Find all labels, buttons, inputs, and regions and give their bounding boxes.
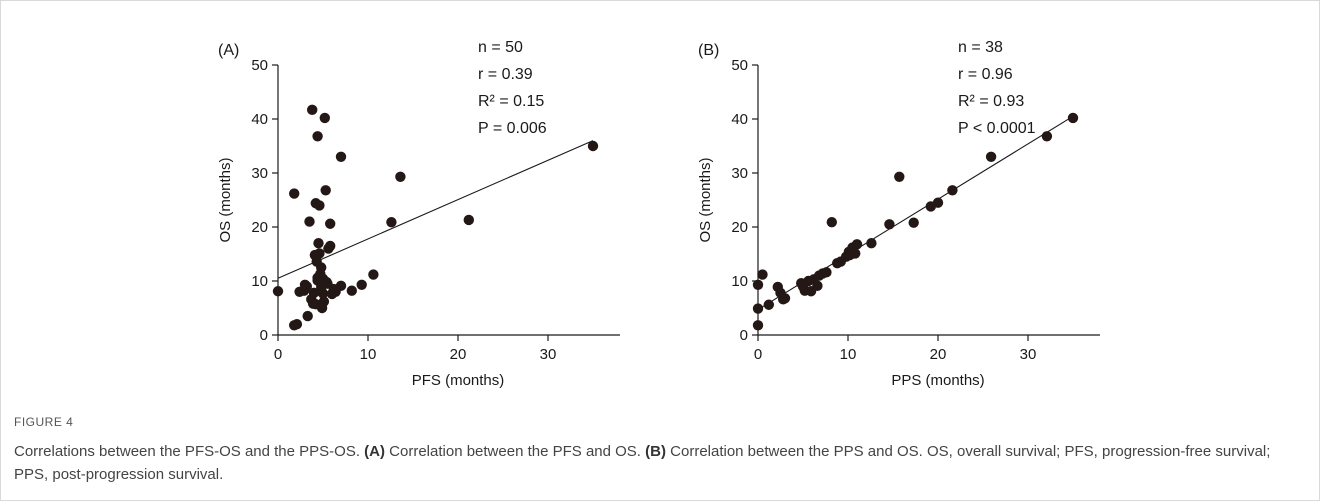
x-tick-label: 0 bbox=[754, 346, 762, 363]
data-point bbox=[763, 299, 774, 310]
stat-line: P = 0.006 bbox=[478, 120, 547, 137]
data-point bbox=[304, 216, 315, 227]
data-point bbox=[947, 185, 958, 196]
data-point bbox=[821, 267, 832, 278]
data-point bbox=[319, 112, 330, 124]
chart-b: 01020304050010203040PPS (months)OS (mont… bbox=[697, 39, 1100, 389]
x-tick-label: 10 bbox=[360, 346, 377, 363]
data-point bbox=[272, 286, 284, 297]
caption-intro: Correlations between the PFS-OS and the … bbox=[14, 443, 365, 460]
chart-a: 01020304050010203040PFS (months)OS (mont… bbox=[217, 39, 620, 389]
data-point bbox=[463, 214, 474, 226]
stat-line: n = 38 bbox=[958, 39, 1003, 56]
data-point bbox=[884, 219, 895, 230]
plot-group: 01020304050010203040PFS (months)OS (mont… bbox=[217, 39, 620, 389]
caption-a-text: Correlation between the PFS and OS. bbox=[385, 443, 646, 460]
data-point bbox=[587, 140, 599, 152]
stat-line: R² = 0.93 bbox=[958, 93, 1024, 110]
stat-line: r = 0.96 bbox=[958, 66, 1013, 83]
data-point bbox=[844, 249, 855, 261]
data-point bbox=[779, 293, 791, 304]
data-point bbox=[318, 296, 330, 307]
data-point bbox=[851, 239, 863, 250]
data-point bbox=[812, 280, 823, 292]
x-tick-label: 20 bbox=[450, 346, 467, 363]
data-point bbox=[368, 269, 379, 280]
data-point bbox=[826, 216, 837, 228]
y-tick-label: 40 bbox=[251, 111, 268, 128]
y-axis-label: OS (months) bbox=[217, 157, 234, 242]
x-tick-label: 0 bbox=[274, 346, 282, 363]
data-point bbox=[312, 131, 323, 142]
regression-line bbox=[277, 140, 594, 279]
y-tick-label: 30 bbox=[251, 165, 268, 182]
data-point bbox=[932, 197, 944, 208]
y-tick-label: 0 bbox=[740, 327, 748, 344]
data-point bbox=[316, 262, 327, 273]
x-tick-label: 10 bbox=[840, 346, 857, 363]
y-tick-label: 40 bbox=[731, 111, 748, 128]
data-point bbox=[1067, 112, 1079, 124]
data-point bbox=[322, 278, 333, 289]
data-point bbox=[985, 151, 997, 162]
data-point bbox=[330, 286, 341, 297]
y-tick-label: 0 bbox=[260, 327, 268, 344]
stat-line: r = 0.39 bbox=[478, 66, 533, 83]
data-point bbox=[325, 218, 336, 229]
figure-label: FIGURE 4 bbox=[14, 415, 74, 429]
y-tick-label: 30 bbox=[731, 165, 748, 182]
data-point bbox=[314, 248, 325, 259]
data-point bbox=[325, 240, 336, 252]
y-tick-label: 50 bbox=[251, 57, 268, 74]
caption-b-text: Correlation between the PPS and OS. OS, … bbox=[14, 443, 1271, 483]
x-tick-label: 20 bbox=[930, 346, 947, 363]
data-point bbox=[356, 279, 367, 290]
y-axis-label: OS (months) bbox=[697, 157, 714, 242]
data-point bbox=[346, 285, 357, 296]
data-point bbox=[797, 281, 809, 292]
y-tick-label: 10 bbox=[251, 273, 268, 290]
stat-line: P < 0.0001 bbox=[958, 120, 1036, 137]
data-point bbox=[908, 217, 919, 228]
x-axis-label: PFS (months) bbox=[412, 372, 505, 389]
y-tick-label: 10 bbox=[731, 273, 748, 290]
data-point bbox=[757, 269, 768, 280]
stat-line: n = 50 bbox=[478, 39, 523, 56]
stat-line: R² = 0.15 bbox=[478, 93, 544, 110]
data-point bbox=[386, 216, 397, 228]
x-axis-label: PPS (months) bbox=[891, 372, 984, 389]
data-point bbox=[320, 185, 331, 196]
data-point bbox=[302, 310, 313, 322]
data-point bbox=[310, 299, 321, 310]
caption-b-tag: (B) bbox=[645, 443, 666, 460]
plot-group: 01020304050010203040PPS (months)OS (mont… bbox=[697, 39, 1100, 389]
data-point bbox=[894, 171, 905, 182]
data-point bbox=[301, 281, 312, 292]
data-point bbox=[752, 303, 764, 314]
data-point bbox=[335, 151, 347, 162]
data-point bbox=[866, 238, 877, 249]
panel-label: (A) bbox=[218, 42, 239, 59]
y-tick-label: 50 bbox=[731, 57, 748, 74]
data-point bbox=[314, 200, 325, 211]
data-point bbox=[752, 279, 764, 290]
y-tick-label: 20 bbox=[251, 219, 268, 236]
data-point bbox=[395, 171, 406, 182]
data-point bbox=[317, 288, 329, 299]
data-point bbox=[308, 287, 320, 299]
data-point bbox=[752, 320, 764, 331]
data-point bbox=[307, 104, 318, 116]
x-tick-label: 30 bbox=[1020, 346, 1037, 363]
figure-caption: Correlations between the PFS-OS and the … bbox=[14, 440, 1304, 486]
y-tick-label: 20 bbox=[731, 219, 748, 236]
data-point bbox=[313, 238, 324, 249]
data-point bbox=[291, 319, 303, 330]
data-point bbox=[1041, 131, 1053, 142]
panel-label: (B) bbox=[698, 42, 719, 59]
x-tick-label: 30 bbox=[540, 346, 557, 363]
caption-a-tag: (A) bbox=[364, 443, 385, 460]
data-point bbox=[312, 275, 323, 286]
data-point bbox=[289, 188, 300, 199]
